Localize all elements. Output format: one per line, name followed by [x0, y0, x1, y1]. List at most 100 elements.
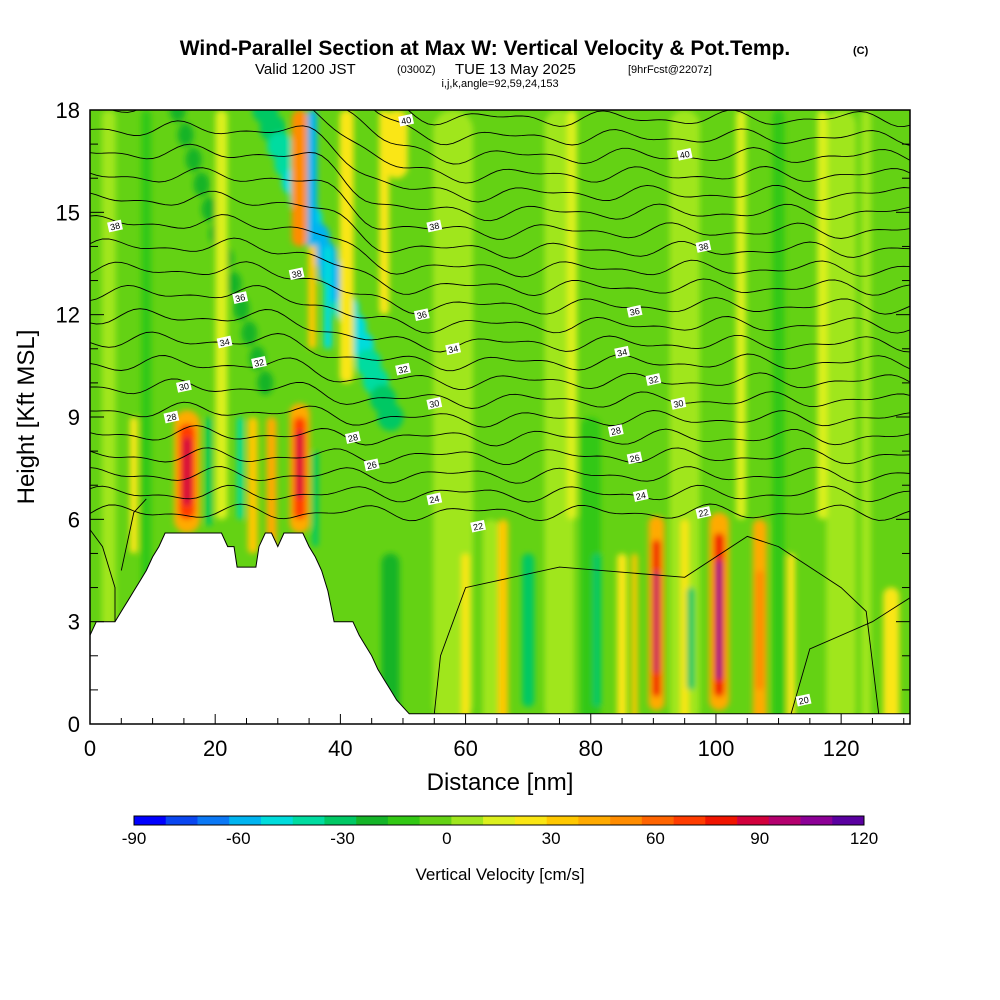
colorbar-swatch [641, 816, 674, 825]
y-tick-label: 0 [68, 712, 80, 737]
velocity-streak [129, 417, 138, 554]
theta-contour [90, 503, 910, 522]
x-tick-label: 100 [698, 736, 735, 761]
contour-label: 26 [626, 451, 643, 464]
contour-label-text: 38 [109, 221, 121, 233]
contour-label-box [670, 397, 687, 410]
theta-contour [373, 110, 910, 146]
colorbar-swatch [134, 816, 167, 825]
contour-label: 32 [645, 373, 662, 386]
y-tick-label: 3 [68, 610, 80, 635]
velocity-streak [826, 110, 857, 724]
contour-label-text: 28 [610, 425, 622, 437]
contour-label-text: 38 [428, 221, 440, 233]
contour-label: 22 [470, 519, 486, 533]
contour-label-text: 40 [679, 149, 691, 161]
colorbar-swatch [800, 816, 833, 825]
contour-label-box [676, 147, 693, 161]
theta-contour [110, 110, 910, 184]
contour-label-text: 40 [400, 115, 412, 127]
velocity-streak [339, 110, 354, 383]
contour-label: 28 [607, 424, 624, 437]
y-tick-label: 9 [68, 405, 80, 430]
velocity-streak [861, 110, 872, 724]
contour-label-box [426, 397, 443, 410]
contour-label-text: 28 [347, 432, 359, 444]
colorbar-swatch [832, 816, 865, 825]
contour-label: 38 [426, 219, 443, 233]
velocity-streak [498, 519, 509, 724]
velocity-streak [787, 553, 796, 724]
contour-label-text: 26 [629, 452, 641, 464]
colorbar-swatch [451, 816, 484, 825]
velocity-streak [307, 110, 318, 247]
contour-label-box [626, 304, 643, 318]
colorbar-swatch [324, 816, 357, 825]
velocity-cell [241, 321, 258, 346]
y-tick-label: 6 [68, 507, 80, 532]
velocity-streak [482, 519, 499, 724]
colorbar-swatch [737, 816, 770, 825]
x-tick-label: 20 [203, 736, 227, 761]
velocity-streak [631, 553, 638, 724]
velocity-streak [817, 110, 828, 520]
contour-label-text: 32 [397, 364, 409, 376]
contour-label-text: 30 [178, 381, 190, 393]
x-tick-label: 120 [823, 736, 860, 761]
velocity-streak [247, 417, 258, 554]
colorbar-swatch [768, 816, 801, 825]
vertical-velocity-field [101, 110, 900, 724]
colorbar-tick-label: 60 [646, 829, 665, 848]
theta-contour [90, 355, 910, 391]
contour-label-text: 20 [798, 695, 810, 707]
velocity-streak [266, 417, 277, 554]
contour-label: 22 [695, 506, 712, 519]
contour-label-box [645, 373, 662, 386]
chart-subtitle-date: TUE 13 May 2025 [455, 61, 576, 78]
colorbar [133, 815, 865, 826]
colorbar-tick-label: -60 [226, 829, 251, 848]
theta-contour [120, 498, 147, 571]
contour-label-box [795, 693, 812, 707]
theta-contour [346, 110, 910, 165]
contour-label: 32 [395, 362, 411, 376]
colorbar-swatch [673, 816, 706, 825]
contour-labels: 40 40 38 38 38 38 36 36 36 34 34 34 32 32 32 30 30 30 28 28… [107, 113, 812, 707]
chart-subtitle-zulu: (0300Z) [397, 64, 436, 76]
contour-label-text: 26 [366, 459, 378, 471]
colorbar-swatch [356, 816, 389, 825]
colorbar-tick-label: 90 [750, 829, 769, 848]
colorbar-swatch [610, 816, 643, 825]
velocity-streak [686, 587, 695, 690]
chart-title-mark: (C) [853, 45, 869, 57]
colorbar-label: Vertical Velocity [cm/s] [415, 865, 584, 884]
contour-label-text: 36 [416, 309, 428, 321]
contour-label-box [398, 113, 414, 127]
velocity-streak [593, 553, 602, 707]
velocity-cell [185, 147, 202, 172]
contour-label-box [176, 379, 192, 393]
velocity-streak [296, 430, 303, 499]
colorbar-tick-label: -30 [330, 829, 355, 848]
contour-label-box [345, 431, 361, 444]
velocity-cell [257, 370, 274, 395]
chart-subtitle-indices: i,j,k,angle=92,59,24,153 [441, 78, 558, 90]
colorbar-swatch [229, 816, 262, 825]
contour-label-text: 34 [447, 343, 459, 355]
theta-contour [90, 237, 910, 297]
colorbar-swatch [419, 816, 452, 825]
contour-label: 30 [670, 397, 687, 410]
contour-label: 34 [614, 345, 630, 359]
velocity-streak [717, 560, 722, 680]
contour-label-text: 30 [673, 398, 685, 410]
velocity-streak [735, 110, 746, 520]
y-tick-label: 15 [56, 200, 80, 225]
contour-label: 36 [232, 291, 249, 304]
contour-label-text: 32 [253, 357, 265, 369]
theta-contour [433, 535, 880, 714]
velocity-streak [323, 246, 332, 349]
velocity-streak [669, 110, 700, 724]
colorbar-tick-label: 0 [442, 829, 451, 848]
contour-label: 34 [216, 335, 233, 348]
velocity-streak [381, 553, 400, 724]
